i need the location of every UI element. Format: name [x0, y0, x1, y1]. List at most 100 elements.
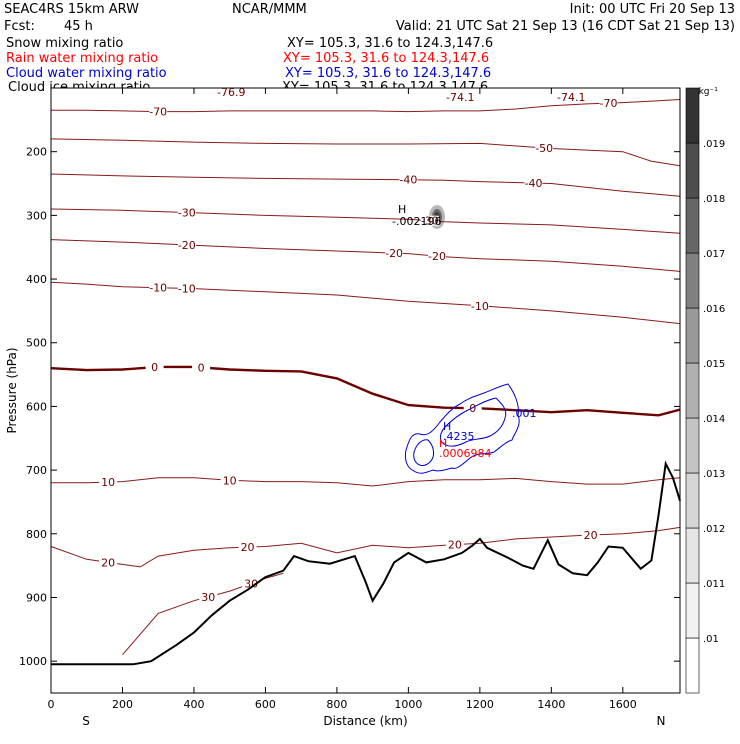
isotherm-label-mask — [385, 248, 404, 259]
isotherm-label: -50 — [535, 142, 553, 155]
header: SEAC4RS 15km ARW NCAR/MMM Init: 00 UTC F… — [4, 2, 735, 95]
annotations: H -.002196 H .4235 H .0006984 .001 -76.9… — [217, 86, 585, 460]
isotherm-label: -40 — [524, 177, 542, 190]
colorbar-swatch — [685, 582, 700, 639]
y-tick-label: 900 — [26, 591, 47, 604]
isotherm-label-mask — [99, 477, 118, 488]
field-name-snow: Snow mixing ratio — [6, 36, 123, 51]
colorbar-label: .01 — [703, 634, 719, 645]
isotherm-label: -70 — [149, 106, 167, 119]
isotherm-label-mask — [427, 251, 446, 262]
colorbar-swatch — [685, 417, 700, 474]
isotherm-label-mask — [199, 591, 218, 602]
colorbar-swatch — [685, 362, 700, 419]
x-tick-label: 0 — [48, 698, 55, 711]
isotherm-label: 0 — [198, 361, 205, 374]
model-title: SEAC4RS 15km ARW — [4, 2, 139, 17]
isotherm-label-mask — [149, 282, 168, 293]
isotherm-lines: -70 -70 -50 -40 -40 -30 -30 -20 -20 -20 -10 -10 -10 0… — [50, 97, 681, 656]
cloud-water-contour-small — [413, 439, 435, 466]
colorbar-unit: g kg⁻¹ — [690, 87, 718, 97]
isotherm-label: -20 — [178, 239, 196, 252]
colorbar-label: .014 — [703, 414, 725, 425]
rain-high-marker: H — [439, 437, 447, 450]
isotherm-label: -20 — [385, 247, 403, 260]
cloud-high-marker: H — [443, 420, 451, 433]
y-axis-label: Pressure (hPa) — [5, 347, 19, 433]
colorbar-label: .018 — [703, 194, 725, 205]
isotherm-label: 20 — [241, 541, 255, 554]
isotherm-label-mask — [242, 578, 261, 589]
y-tick-label: 700 — [26, 464, 47, 477]
cloud-high-value: .4235 — [443, 430, 475, 443]
isotherm-label: -10 — [149, 282, 167, 295]
colorbar-swatch — [685, 252, 700, 309]
isotherm-label-mask — [177, 283, 196, 294]
snow-high-value: -.002196 — [392, 215, 441, 228]
isotherm-label: -10 — [178, 282, 196, 295]
field-xy-cloud-water: XY= 105.3, 31.6 to 124.3,147.6 — [285, 66, 491, 81]
colorbar-swatch — [685, 142, 700, 199]
y-tick-label: 600 — [26, 400, 47, 413]
plot-frame — [50, 87, 681, 694]
isotherm-label-mask — [177, 207, 196, 218]
isotherm-label-mask — [420, 215, 439, 226]
valid-time: Valid: 21 UTC Sat 21 Sep 13 (16 CDT Sat … — [396, 19, 735, 34]
isotherm-label: 30 — [201, 591, 215, 604]
field-name-cloud-water: Cloud water mixing ratio — [6, 66, 167, 81]
y-tick-label: 800 — [26, 528, 47, 541]
terrain-line-path — [51, 460, 681, 666]
colorbar-label: .016 — [703, 304, 725, 315]
isotherm-label: -20 — [428, 250, 446, 263]
isotherm-label-mask — [599, 98, 618, 109]
isotherm-label-mask — [177, 239, 196, 250]
isotherm-label-mask — [99, 557, 118, 568]
x-tick-label: 600 — [255, 698, 276, 711]
center-label: NCAR/MMM — [232, 2, 307, 17]
axes: 0 200 400 600 800 1000 1200 1400 160020030040050… — [5, 88, 680, 728]
colorbar-label: .017 — [703, 249, 725, 260]
y-tick-label: 1000 — [19, 655, 47, 668]
isotherm-label-mask — [524, 178, 543, 189]
x-axis-label: Distance (km) — [323, 714, 407, 728]
isotherm-label: -10 — [471, 300, 489, 313]
isotherm-label: 20 — [101, 556, 115, 569]
isotherm-label: 0 — [151, 361, 158, 374]
isotherm-minus-30 — [50, 208, 681, 234]
plot-area: -70 -70 -50 -40 -40 -30 -30 -20 -20 -20 -10 -10 -10 0… — [50, 87, 681, 694]
isotherm-label-mask — [581, 529, 600, 540]
rain-high-value: .0006984 — [439, 447, 492, 460]
x-endpoint-left: S — [82, 714, 90, 728]
colorbar-label: .011 — [703, 579, 725, 590]
isotherm-label: 30 — [244, 577, 258, 590]
isotherm-label: 20 — [584, 529, 598, 542]
isotherm-label-mask — [220, 475, 239, 486]
isotherm-label-mask — [149, 106, 168, 117]
field-xy-snow: XY= 105.3, 31.6 to 124.3,147.6 — [287, 36, 493, 51]
colorbar-swatch — [685, 527, 700, 584]
cloud-contour-label: .001 — [512, 407, 537, 420]
cloud-water-contour-outer — [404, 383, 520, 474]
isotherm-label: -70 — [600, 97, 618, 110]
field-name-rain: Rain water mixing ratio — [6, 51, 158, 66]
cloud-water-contours — [404, 383, 520, 474]
colorbar-swatch — [685, 87, 700, 144]
x-tick-label: 200 — [112, 698, 133, 711]
y-tick-label: 200 — [26, 146, 47, 159]
colorbar-label: .013 — [703, 469, 725, 480]
top-temp-label-3: -74.1 — [557, 91, 585, 104]
isotherm-label-mask — [238, 542, 257, 553]
isotherm-label: -40 — [399, 174, 417, 187]
colorbar-label: .012 — [703, 524, 725, 535]
top-temp-label-1: -76.9 — [217, 86, 245, 99]
colorbar: g kg⁻¹ .01 .011 .012 .013 .014 .015 .016 .017 .0… — [685, 87, 725, 694]
isotherm-label-mask — [145, 362, 164, 373]
colorbar-swatch — [685, 472, 700, 529]
top-temp-label-2: -74.1 — [446, 91, 474, 104]
isotherm-label: 10 — [101, 476, 115, 489]
isotherm-label-mask — [192, 362, 211, 373]
isotherm-minus-10 — [50, 281, 681, 325]
isotherm-20 — [50, 526, 681, 568]
x-endpoint-right: N — [657, 714, 666, 728]
